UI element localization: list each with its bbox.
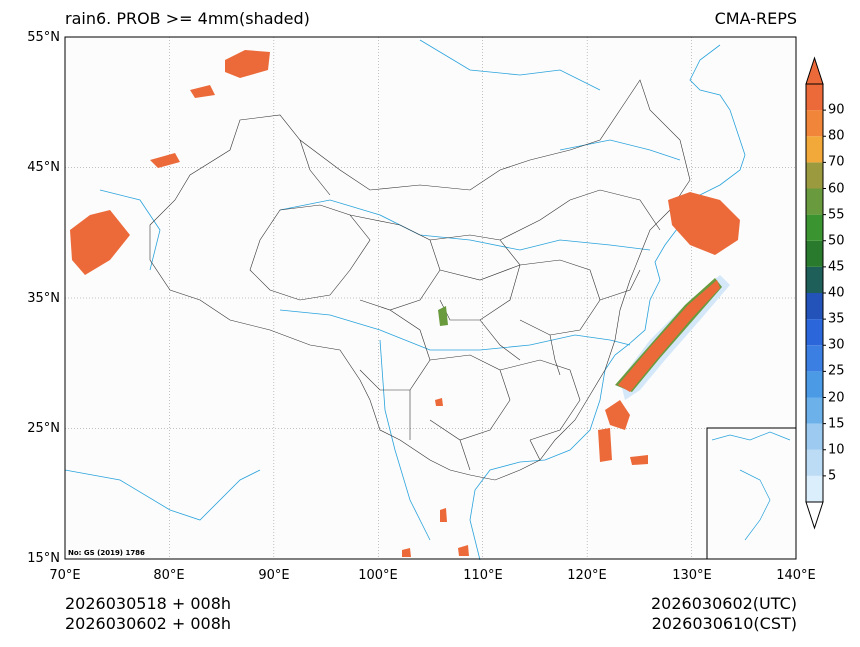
colorbar-bin-4	[806, 371, 823, 398]
prob-area-south	[440, 508, 447, 522]
prob-high-area-east	[618, 280, 720, 392]
colorbar-bin-15	[806, 84, 823, 111]
valid-time-cst: 2026030610(CST)	[651, 614, 797, 633]
colorbar	[805, 56, 826, 530]
lon-label-110: 110°E	[463, 568, 503, 583]
colorbar-label-40: 40	[828, 285, 845, 301]
colorbar-label-35: 35	[828, 311, 845, 327]
colorbar-label-15: 15	[828, 416, 845, 432]
colorbar-label-55: 55	[828, 207, 845, 223]
colorbar-label-90: 90	[828, 102, 845, 118]
prob-high-area-northeast	[668, 192, 740, 255]
lat-label-45: 45°N	[27, 160, 60, 175]
lon-label-90: 90°E	[258, 568, 290, 583]
lat-label-55: 55°N	[27, 30, 60, 45]
lat-label-25: 25°N	[27, 421, 60, 436]
colorbar-bin-12	[806, 162, 823, 189]
lon-label-80: 80°E	[153, 568, 185, 583]
colorbar-label-10: 10	[828, 442, 845, 458]
prob-area-guizhou	[435, 398, 443, 406]
title-left: rain6. PROB >= 4mm(shaded)	[65, 9, 310, 28]
map-approval-note: No: GS (2019) 1786	[68, 549, 145, 557]
inset-coast	[711, 431, 791, 541]
colorbar-label-5: 5	[828, 468, 837, 484]
valid-time-utc: 2026030602(UTC)	[651, 594, 797, 613]
prob-area-north	[225, 50, 270, 78]
lon-label-120: 120°E	[567, 568, 607, 583]
prob-area-west	[70, 210, 130, 275]
prob-area-north-small	[190, 85, 215, 98]
colorbar-label-60: 60	[828, 181, 845, 196]
lon-label-130: 130°E	[672, 568, 712, 583]
init-time-line-1: 2026030518 + 008h	[65, 594, 232, 613]
colorbar-bin-8	[806, 266, 823, 293]
colorbar-bin-10	[806, 214, 823, 241]
colorbar-bin-14	[806, 110, 823, 137]
colorbar-label-30: 30	[828, 337, 845, 353]
colorbar-bin-11	[806, 188, 823, 215]
init-time-line-2: 2026030602 + 008h	[65, 614, 232, 633]
lon-label-70: 70°E	[49, 568, 81, 583]
colorbar-extend-bottom	[805, 501, 824, 530]
title-right: CMA-REPS	[714, 9, 797, 28]
colorbar-extend-top	[805, 56, 824, 85]
colorbar-label-25: 25	[828, 363, 845, 379]
colorbar-bin-5	[806, 345, 823, 372]
probability-shading	[70, 50, 740, 557]
prob-area-sichuan	[438, 306, 448, 326]
colorbar-bin-2	[806, 423, 823, 450]
lat-label-35: 35°N	[27, 291, 60, 306]
colorbar-bin-0	[806, 475, 823, 502]
footer-left: 2026030518 + 008h 2026030602 + 008h	[65, 594, 231, 634]
prob-area-northwest	[150, 153, 180, 168]
colorbar-label-70: 70	[828, 154, 845, 170]
prob-high-area-taiwan	[598, 428, 612, 462]
lon-label-100: 100°E	[358, 568, 398, 583]
footer-right: 2026030602(UTC) 2026030610(CST)	[651, 594, 797, 634]
plot-frame	[64, 36, 797, 560]
lat-label-15: 15°N	[27, 551, 60, 566]
colorbar-bin-13	[806, 136, 823, 163]
lon-label-140: 140°E	[776, 568, 816, 583]
prob-high-area-taiwan-strait	[605, 400, 630, 430]
colorbar-bin-9	[806, 240, 823, 267]
colorbar-bin-1	[806, 449, 823, 476]
colorbar-label-80: 80	[828, 128, 845, 144]
colorbar-bin-7	[806, 293, 823, 320]
prob-area-south-sea	[630, 455, 648, 465]
colorbar-label-50: 50	[828, 233, 845, 249]
south-china-sea-inset	[706, 427, 797, 560]
colorbar-label-20: 20	[828, 390, 845, 405]
colorbar-bin-6	[806, 319, 823, 346]
prob-area-south-2	[458, 545, 469, 556]
colorbar-bin-3	[806, 397, 823, 424]
colorbar-label-45: 45	[828, 259, 845, 275]
prob-area-south-3	[402, 548, 411, 557]
admin-borders	[149, 79, 691, 481]
